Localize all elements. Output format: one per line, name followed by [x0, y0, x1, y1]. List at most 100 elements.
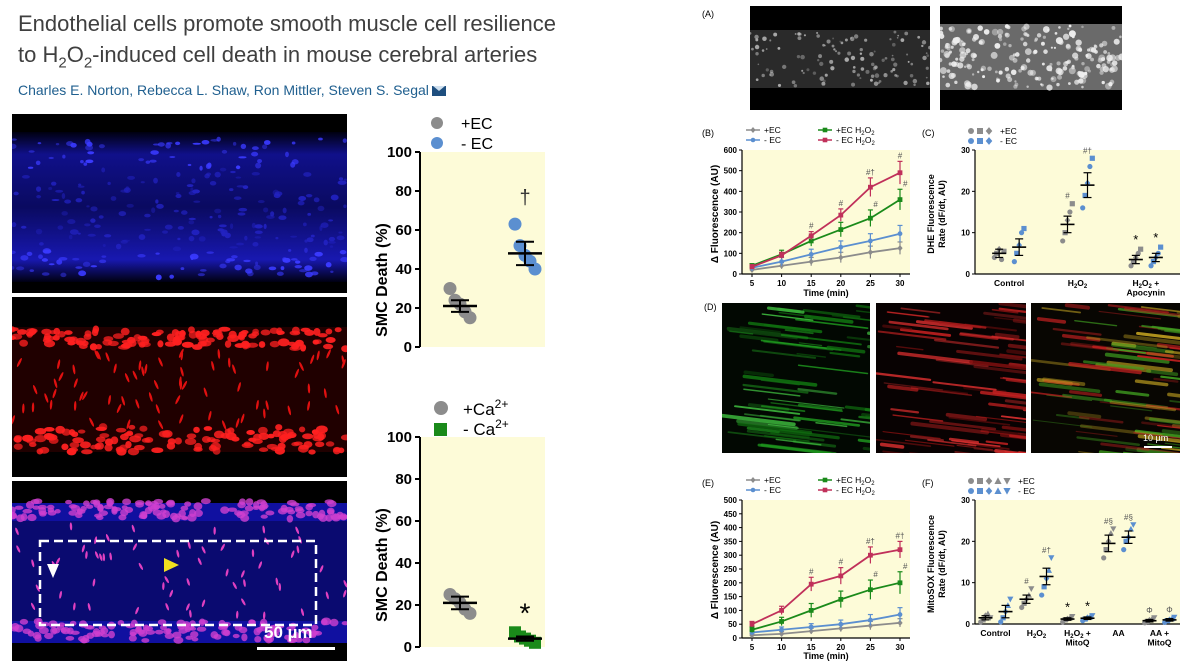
panel-a-1-cell — [762, 36, 767, 42]
chem-mid: O — [1077, 278, 1084, 288]
significance-mark: # — [873, 200, 878, 209]
blue-nucleus — [285, 151, 289, 158]
merge-nucleus-middle — [290, 550, 295, 559]
fluorescence-streak — [726, 326, 809, 340]
chem-sub: 2 — [861, 131, 864, 137]
fluorescence-streak — [892, 414, 944, 422]
red-nucleus-middle — [89, 417, 95, 427]
marker — [1128, 263, 1134, 269]
merge-nucleus-middle — [232, 581, 237, 590]
fluorescence-streak — [1111, 342, 1174, 354]
merge-nucleus-bottom — [269, 625, 276, 633]
marker — [1011, 259, 1017, 265]
red-nucleus-middle — [307, 400, 311, 411]
panel-label-a: (A) — [702, 9, 714, 19]
blue-nucleus — [70, 142, 77, 148]
y-tick-label: 500 — [724, 167, 738, 176]
fluorescence-streak — [1082, 360, 1145, 371]
marker — [1123, 538, 1129, 544]
fluorescence-streak — [994, 448, 1026, 453]
panel-a-2-cell — [946, 69, 951, 73]
blue-nucleus — [149, 159, 157, 163]
label-line-2: MitoQ — [1147, 638, 1171, 648]
blue-nucleus — [209, 215, 213, 219]
red-nucleus-bottom — [203, 426, 213, 431]
merge-nucleus-middle — [225, 568, 229, 577]
blue-nucleus — [294, 260, 301, 264]
plot-background — [742, 150, 910, 274]
fluorescence-streak — [1152, 438, 1180, 443]
chem-base: H — [1068, 278, 1074, 288]
mail-icon[interactable] — [431, 86, 446, 96]
panel-a-image-1-svg — [750, 30, 930, 88]
red-nucleus-middle — [58, 372, 64, 382]
fluorescence-streak — [991, 335, 1026, 342]
marker — [1130, 522, 1137, 528]
blue-nucleus — [102, 244, 106, 248]
y-tick-label: 80 — [395, 471, 412, 488]
blue-nucleus — [253, 264, 261, 271]
red-nucleus-top — [293, 342, 303, 348]
marker — [977, 478, 983, 484]
merge-nucleus-top — [135, 502, 144, 508]
red-nucleus-middle — [287, 405, 292, 416]
label-line-2: MitoQ — [1065, 638, 1089, 648]
merge-nucleus-bottom — [241, 633, 248, 642]
red-nucleus-bottom — [134, 433, 144, 439]
red-nucleus-bottom — [34, 428, 47, 435]
blue-nucleus — [12, 266, 15, 270]
blue-nucleus — [84, 223, 91, 227]
panel-a-2-cell — [996, 78, 1000, 83]
blue-nucleus — [288, 248, 292, 252]
merge-nucleus-top — [16, 514, 25, 523]
fluorescence-streak — [1100, 442, 1150, 451]
panel-label-f: (F) — [922, 478, 934, 488]
fluorescence-streak — [932, 381, 997, 391]
panel-a-2-cell — [1013, 84, 1018, 89]
fluorescence-streak — [1006, 349, 1026, 356]
red-nucleus-bottom — [128, 424, 136, 430]
merge-nucleus-middle — [343, 580, 347, 588]
significance-mark: * — [1133, 232, 1138, 247]
author-names[interactable]: Charles E. Norton, Rebecca L. Shaw, Ron … — [18, 82, 429, 98]
marker — [994, 477, 1002, 484]
panel-a-2-cell — [1034, 37, 1038, 41]
merge-nucleus-bottom — [44, 632, 54, 640]
y-axis: 0 20 40 60 80 100 — [387, 144, 421, 356]
series-lines: # # #† #† # # — [749, 531, 908, 639]
red-nucleus-middle — [255, 399, 259, 410]
legend-marker-plus-ca — [434, 401, 448, 415]
fluorescence-streak — [770, 431, 810, 439]
white-arrowhead-icon — [47, 564, 59, 578]
merge-nucleus-bottom — [302, 636, 311, 644]
panel-a-2-cell — [949, 50, 953, 54]
marker — [1101, 555, 1107, 561]
fluorescence-streak — [915, 320, 973, 330]
significance-mark: # — [898, 151, 903, 160]
panel-a-1-cell — [754, 34, 759, 40]
blue-nucleus — [55, 142, 60, 146]
fluorescence-streak — [760, 443, 837, 453]
significance-mark: # — [839, 199, 844, 208]
blue-nucleus — [77, 232, 81, 235]
label-text: Control — [980, 628, 1010, 638]
blue-nucleus — [251, 171, 260, 176]
blue-nucleus — [153, 177, 158, 184]
fluorescence-streak — [980, 428, 1026, 437]
y-tick-label: 450 — [724, 510, 738, 519]
red-nucleus-bottom — [184, 437, 197, 446]
fluorescence-streak — [1007, 343, 1026, 350]
blue-nucleus — [254, 236, 262, 239]
panel-a-1-cell — [860, 56, 865, 61]
red-nucleus-middle — [148, 392, 153, 402]
category-label: AA — [1112, 628, 1124, 638]
y-tick-label: 400 — [724, 524, 738, 533]
marker — [838, 596, 844, 602]
marker — [977, 128, 983, 134]
red-nucleus-middle — [222, 420, 227, 430]
marker — [868, 617, 873, 623]
panel-a-2-cell — [1004, 32, 1009, 36]
label-text: - EC H2O2 — [836, 135, 875, 147]
panel-d-green — [722, 303, 870, 453]
